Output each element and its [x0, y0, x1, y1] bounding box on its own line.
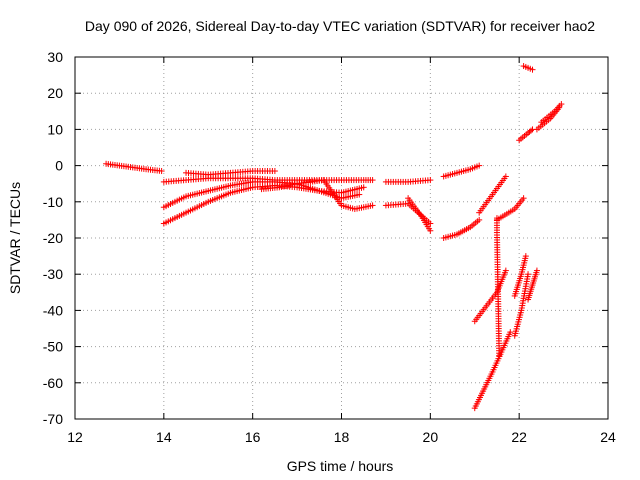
chart-title: Day 090 of 2026, Sidereal Day-to-day VTE… — [85, 18, 595, 34]
data-point — [369, 202, 376, 209]
y-tick-label: -20 — [43, 230, 63, 246]
data-point — [522, 253, 529, 260]
y-tick-label: 30 — [47, 49, 63, 65]
data-point — [507, 329, 514, 336]
y-tick-label: 10 — [47, 121, 63, 137]
data-point — [525, 271, 532, 278]
grid — [75, 57, 608, 419]
data-point — [476, 216, 483, 223]
y-tick-label: -70 — [43, 411, 63, 427]
data-point — [476, 162, 483, 169]
y-tick-label: -10 — [43, 194, 63, 210]
y-axis-label: SDTVAR / TECUs — [7, 182, 23, 294]
data-point — [528, 127, 535, 134]
data-point — [520, 195, 527, 202]
data-point — [502, 267, 509, 274]
x-tick-label: 20 — [423, 429, 439, 445]
x-tick-label: 16 — [245, 429, 261, 445]
y-tick-label: 0 — [55, 158, 63, 174]
y-tick-label: -50 — [43, 339, 63, 355]
data-point — [369, 177, 376, 184]
data-point — [356, 191, 363, 198]
data-point — [427, 220, 434, 227]
y-tick-label: -60 — [43, 375, 63, 391]
ticks: 12 14 16 18 20 22 24 30 20 10 0 -10 -20 -30 -40 -50 -60 -… — [43, 49, 616, 445]
data-point — [502, 173, 509, 180]
y-tick-label: -30 — [43, 266, 63, 282]
data-point — [271, 168, 278, 175]
y-tick-label: 20 — [47, 85, 63, 101]
x-tick-label: 18 — [334, 429, 350, 445]
data-point — [360, 184, 367, 191]
data-point — [427, 227, 434, 234]
data-point — [496, 352, 503, 359]
x-tick-label: 24 — [600, 429, 616, 445]
x-tick-label: 12 — [67, 429, 83, 445]
data-points — [103, 63, 565, 412]
x-axis-label: GPS time / hours — [287, 458, 394, 474]
y-tick-label: -40 — [43, 302, 63, 318]
data-point — [558, 101, 565, 108]
data-point — [533, 267, 540, 274]
data-point — [158, 168, 165, 175]
data-point — [529, 66, 536, 73]
x-tick-label: 22 — [511, 429, 527, 445]
x-tick-label: 14 — [156, 429, 172, 445]
data-point — [427, 177, 434, 184]
